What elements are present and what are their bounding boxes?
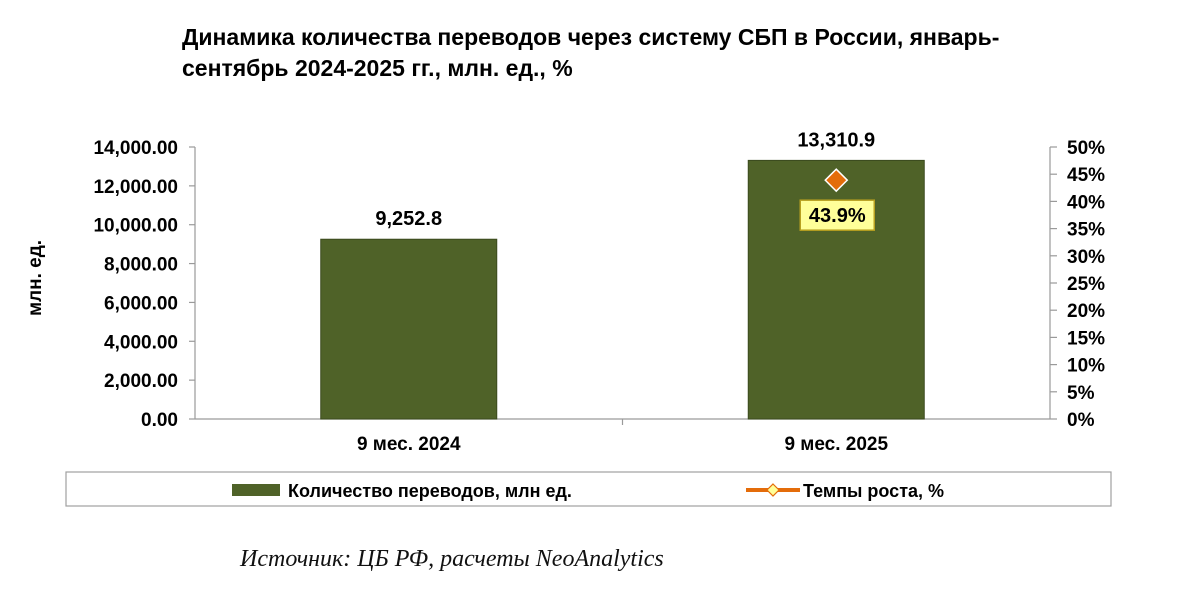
legend-label-growth: Темпы роста, %: [803, 481, 944, 501]
left-axis-tick-label: 0.00: [141, 410, 178, 431]
left-axis-tick-label: 6,000.00: [104, 293, 178, 314]
right-axis-tick-label: 45%: [1067, 165, 1105, 186]
bar-data-label: 9,252.8: [375, 208, 442, 230]
left-axis-tick-label: 8,000.00: [104, 255, 178, 276]
left-axis-tick-label: 12,000.00: [93, 177, 178, 198]
growth-rate-marker: [824, 168, 849, 193]
right-axis-tick-label: 0%: [1067, 410, 1095, 431]
y-axis-title: млн. ед.: [25, 240, 46, 316]
right-axis-tick-label: 15%: [1067, 328, 1105, 349]
legend-swatch-marker: [766, 483, 780, 497]
right-axis-tick-label: 25%: [1067, 274, 1105, 295]
growth-rate-label-box: [799, 199, 875, 231]
bar: [320, 238, 498, 420]
left-axis-tick-label: 2,000.00: [104, 371, 178, 392]
left-axis-tick-label: 14,000.00: [93, 138, 178, 159]
right-axis-tick-label: 50%: [1067, 138, 1105, 159]
x-axis-category-label: 9 мес. 2025: [784, 434, 888, 455]
x-axis-category-label: 9 мес. 2024: [357, 434, 461, 455]
left-axis-tick-label: 4,000.00: [104, 332, 178, 353]
source-note: Источник: ЦБ РФ, расчеты NeoAnalytics: [240, 546, 664, 572]
right-axis-tick-label: 5%: [1067, 383, 1095, 404]
legend: [65, 471, 1112, 507]
right-axis-tick-label: 40%: [1067, 192, 1105, 213]
bar-data-label: 13,310.9: [797, 129, 875, 151]
chart-title-line-2: сентябрь 2024-2025 гг., млн. ед., %: [182, 55, 573, 81]
growth-rate-label: 43.9%: [809, 205, 866, 227]
right-axis-tick-label: 10%: [1067, 356, 1105, 377]
chart-title-line-1: Динамика количества переводов через сист…: [182, 24, 1000, 50]
legend-label-bars: Количество переводов, млн ед.: [288, 481, 572, 501]
legend-swatch-bars: [232, 484, 280, 496]
right-axis-tick-label: 30%: [1067, 247, 1105, 268]
bar: [747, 159, 925, 420]
right-axis-tick-label: 20%: [1067, 301, 1105, 322]
left-axis-tick-label: 10,000.00: [93, 216, 178, 237]
right-axis-tick-label: 35%: [1067, 220, 1105, 241]
